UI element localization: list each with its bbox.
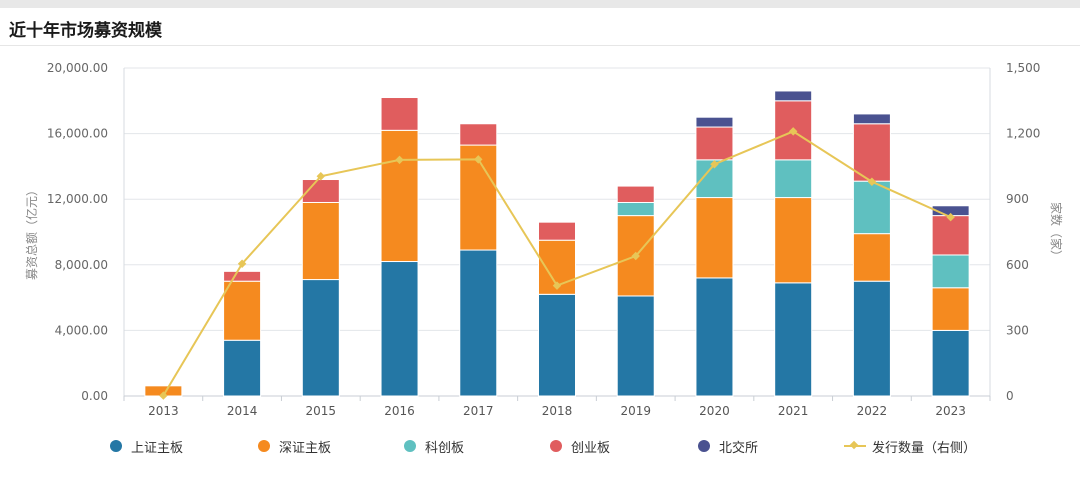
x-tick-label: 2020 (699, 404, 730, 418)
legend-label: 北交所 (719, 440, 759, 456)
legend-item-star-market[interactable]: 科创板 (404, 432, 464, 460)
bar-segment-2023-深证主板 (931, 287, 970, 331)
issuance-point-2014 (237, 259, 247, 268)
bar-segment-2016-创业板 (380, 97, 419, 131)
top-bar (0, 0, 1080, 8)
issuance-point-2018 (552, 281, 562, 290)
legend-item-chinext[interactable]: 创业板 (550, 432, 610, 460)
x-tick-label: 2014 (227, 404, 258, 418)
bar-segment-2019-创业板 (616, 185, 655, 203)
y-left-tick-label: 12,000.00 (47, 192, 108, 206)
bar-segment-2020-北交所 (695, 116, 734, 128)
legend-dot-icon (698, 440, 710, 452)
x-tick-label: 2022 (857, 404, 888, 418)
bar-segment-2015-上证主板 (301, 279, 340, 397)
bar-segment-2020-上证主板 (695, 277, 734, 397)
bar-segment-2022-深证主板 (852, 233, 891, 282)
y-right-tick-label: 1,500 (1006, 61, 1040, 75)
bar-segment-2014-创业板 (223, 270, 262, 282)
legend-item-bse[interactable]: 北交所 (698, 432, 758, 460)
y-left-tick-label: 0.00 (81, 389, 108, 403)
bar-segment-2023-上证主板 (931, 329, 970, 397)
issuance-point-2017 (474, 155, 483, 164)
y-right-tick-label: 600 (1006, 258, 1029, 272)
bar-segment-2021-科创板 (774, 159, 813, 199)
legend-dot-icon (404, 440, 416, 452)
legend-dot-icon (258, 440, 270, 452)
x-tick-label: 2023 (935, 404, 966, 418)
chart-title: 近十年市场募资规模 (9, 21, 162, 41)
legend-label: 创业板 (571, 440, 611, 456)
y-right-tick-label: 1,200 (1006, 127, 1040, 141)
bar-segment-2016-上证主板 (380, 261, 419, 397)
legend-dot-icon (110, 440, 122, 452)
issuance-point-2013 (159, 391, 168, 400)
bar-segment-2018-创业板 (538, 221, 576, 241)
legend-line-icon (844, 440, 866, 452)
x-tick-label: 2018 (542, 404, 573, 418)
title-divider (0, 45, 1080, 46)
bar-segment-2014-深证主板 (223, 280, 262, 341)
legend-label: 科创板 (425, 440, 465, 456)
legend: 上证主板 深证主板 科创板 创业板 北交所 发行数量（右侧） (0, 432, 1080, 460)
bar-segment-2022-创业板 (852, 123, 891, 182)
issuance-point-2016 (395, 155, 404, 165)
x-tick-label: 2016 (384, 404, 415, 418)
bar-segment-2023-科创板 (931, 254, 970, 289)
y-left-axis-title: 募资总额（亿元） (24, 184, 39, 280)
y-right-tick-label: 300 (1006, 323, 1029, 337)
y-right-tick-label: 900 (1006, 192, 1029, 206)
x-tick-label: 2021 (778, 404, 809, 418)
x-tick-label: 2019 (620, 404, 651, 418)
y-left-tick-label: 20,000.00 (47, 61, 108, 75)
bar-segment-2020-创业板 (695, 126, 734, 161)
y-left-tick-label: 8,000.00 (55, 258, 108, 272)
bar-segment-2014-上证主板 (223, 339, 262, 397)
x-tick-label: 2013 (148, 404, 179, 418)
bar-segment-2023-创业板 (931, 215, 970, 256)
legend-label: 发行数量（右侧） (872, 440, 977, 456)
bar-segment-2022-上证主板 (852, 280, 891, 397)
bar-segment-2017-上证主板 (459, 249, 498, 397)
bar-segment-2021-深证主板 (774, 197, 813, 284)
legend-item-szse-main[interactable]: 深证主板 (258, 432, 331, 460)
bar-segment-2019-科创板 (616, 201, 655, 217)
bar-segment-2022-科创板 (852, 180, 891, 235)
y-left-tick-label: 16,000.00 (47, 127, 108, 141)
y-right-axis-title: 家数（家） (1049, 202, 1064, 262)
x-tick-label: 2017 (463, 404, 494, 418)
bar-segment-2018-上证主板 (538, 293, 576, 397)
legend-label: 深证主板 (279, 440, 332, 456)
bar-segment-2019-上证主板 (616, 295, 655, 397)
x-tick-label: 2015 (306, 404, 337, 418)
legend-dot-icon (550, 440, 562, 452)
bar-segment-2015-深证主板 (301, 201, 340, 281)
legend-item-issuance-count[interactable]: 发行数量（右侧） (844, 432, 976, 460)
legend-label: 上证主板 (131, 440, 184, 456)
y-right-tick-label: 0 (1006, 389, 1014, 403)
y-left-tick-label: 4,000.00 (55, 323, 108, 337)
bar-segment-2021-上证主板 (774, 282, 813, 397)
chart-svg: 0.00 4,000.00 8,000.00 12,000.00 16,000.00 20… (24, 61, 1064, 418)
issuance-point-2015 (316, 171, 326, 181)
legend-item-sse-main[interactable]: 上证主板 (110, 432, 183, 460)
bar-segment-2016-深证主板 (380, 129, 419, 263)
bar-segment-2020-深证主板 (695, 197, 734, 279)
bar-segment-2017-创业板 (459, 123, 498, 146)
bar-segment-2022-北交所 (852, 113, 891, 125)
bar-segment-2021-北交所 (774, 90, 813, 102)
